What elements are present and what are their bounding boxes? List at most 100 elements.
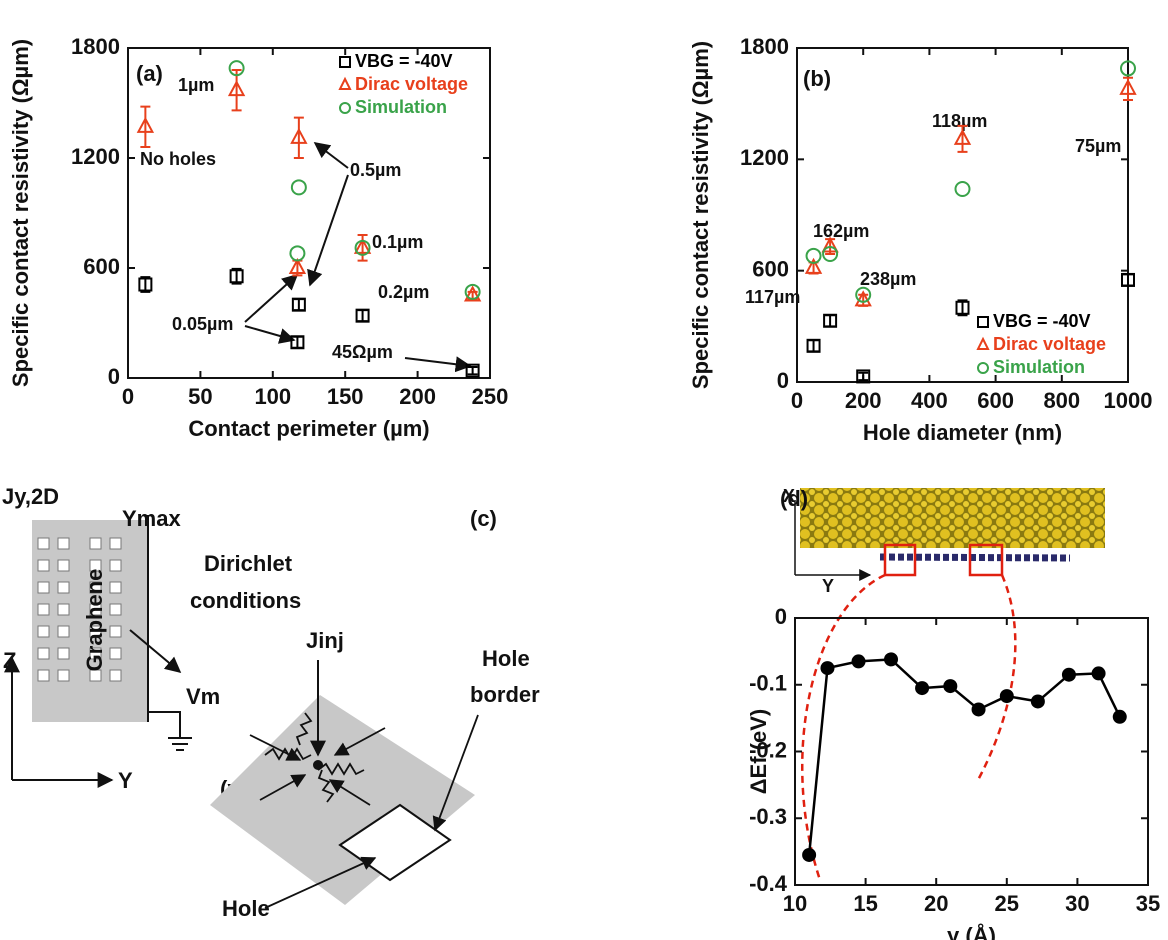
y-tick-label: 0 [108, 364, 120, 389]
y-axis-label: Specific contact resistivity (Ωµm) [8, 39, 33, 387]
label: Graphene [82, 569, 107, 672]
error-bar [358, 310, 368, 321]
link-line [978, 575, 1015, 780]
label: Hole [482, 646, 530, 671]
annotation: No holes [140, 149, 216, 169]
figure: No holes 1µm 0.5µm 0.1µm 0.05µm 0.2µm 45… [0, 0, 1168, 940]
data-point [972, 702, 986, 716]
annotation: 0.1µm [372, 232, 423, 252]
annotation: 1µm [178, 75, 214, 95]
y-tick-label: 1800 [71, 34, 120, 59]
x-tick-label: 600 [977, 388, 1014, 413]
annotation: 162µm [813, 221, 869, 241]
x-tick-label: 0 [122, 384, 134, 409]
label: Ymax [122, 506, 181, 531]
label: Jinj [306, 628, 344, 653]
label: border [470, 682, 540, 707]
legend-label: Simulation [355, 97, 447, 117]
legend-label: Simulation [993, 357, 1085, 377]
x-tick-label: 15 [853, 891, 877, 916]
x-tick-label: 200 [845, 388, 882, 413]
label: Jy,2D [2, 484, 59, 509]
panel-label: (c) [470, 506, 497, 531]
data-point [820, 661, 834, 675]
annotation: 75µm [1075, 136, 1121, 156]
y-tick-label: 600 [83, 254, 120, 279]
error-bar [858, 373, 868, 380]
legend-square [978, 317, 988, 327]
annotation: 238µm [860, 269, 916, 289]
annotation: 0.5µm [350, 160, 401, 180]
annotation: 0.05µm [172, 314, 233, 334]
legend-triangle [340, 79, 350, 89]
annotation: 0.2µm [378, 282, 429, 302]
annotation: 117µm [745, 287, 800, 307]
data-point [1113, 710, 1127, 724]
data-point [884, 652, 898, 666]
x-tick-label: 0 [791, 388, 803, 413]
circle-marker [956, 182, 970, 196]
annotation: 45Ωµm [332, 342, 393, 362]
x-tick-label: 800 [1043, 388, 1080, 413]
legend-triangle [978, 339, 988, 349]
data-line [809, 659, 1120, 855]
y-tick-label: 1800 [740, 34, 789, 59]
legend-circle [978, 363, 988, 373]
plot-frame [797, 48, 1128, 382]
label: Hole [222, 896, 270, 921]
label: Y [118, 768, 133, 793]
y-axis-label: ΔEf (eV) [746, 709, 771, 795]
y-tick-label: 1200 [740, 145, 789, 170]
y-axis-label: Specific contact resistivity (Ωµm) [688, 41, 713, 389]
ground [148, 712, 192, 750]
error-bar [809, 340, 819, 351]
data-point [852, 654, 866, 668]
inset-label: Y [822, 576, 834, 596]
x-tick-label: 400 [911, 388, 948, 413]
legend-circle [340, 103, 350, 113]
x-axis-label: Hole diameter (nm) [863, 420, 1062, 445]
x-tick-label: 20 [924, 891, 948, 916]
panel-label: (d) [780, 486, 808, 511]
x-axis-label: y (Å) [947, 922, 996, 940]
x-tick-label: 150 [327, 384, 364, 409]
label: Dirichlet [204, 551, 293, 576]
legend-label: Dirac voltage [993, 334, 1106, 354]
x-tick-label: 250 [472, 384, 509, 409]
data-point [943, 679, 957, 693]
error-bar [292, 337, 302, 348]
annotations-b: 117µm 162µm 238µm 118µm 75µm [745, 111, 1121, 307]
link-line [802, 575, 885, 880]
graphene-atoms [880, 557, 1070, 558]
x-tick-label: 35 [1136, 891, 1160, 916]
error-bar [825, 315, 835, 326]
x-tick-label: 30 [1065, 891, 1089, 916]
node [313, 760, 323, 770]
x-tick-label: 25 [995, 891, 1019, 916]
error-bar [468, 367, 478, 374]
annotations-a: No holes 1µm 0.5µm 0.1µm 0.05µm 0.2µm 45… [140, 75, 470, 366]
panel-label: (a) [136, 61, 163, 86]
x-axis-label: Contact perimeter (µm) [188, 416, 429, 441]
x-tick-label: 1000 [1104, 388, 1153, 413]
label: conditions [190, 588, 301, 613]
data-point [915, 681, 929, 695]
x-tick-label: 50 [188, 384, 212, 409]
atom-inset: X Y [783, 486, 1105, 880]
legend-square [340, 57, 350, 67]
gold-atoms [800, 488, 1105, 548]
x-tick-label: 200 [399, 384, 436, 409]
data-point [1092, 666, 1106, 680]
label: Vm [186, 684, 220, 709]
y-tick-label: -0.1 [749, 671, 787, 696]
diagram-c: Jy,2D Ymax Graphene Dirichlet conditions… [2, 484, 540, 921]
annotation: 118µm [932, 111, 987, 131]
error-bar [1123, 274, 1133, 285]
y-tick-label: -0.3 [749, 804, 787, 829]
error-bar [294, 299, 304, 310]
y-tick-label: 0 [775, 604, 787, 629]
legend-label: Dirac voltage [355, 74, 468, 94]
y-tick-label: 1200 [71, 144, 120, 169]
plot-frame [795, 618, 1148, 885]
legend-label: VBG = -40V [355, 51, 453, 71]
